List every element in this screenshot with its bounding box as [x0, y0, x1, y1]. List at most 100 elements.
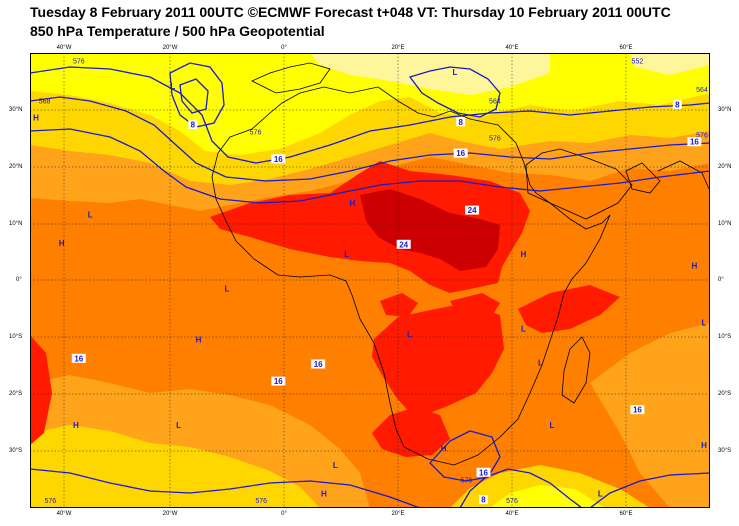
high-pressure-marker: H: [59, 239, 65, 248]
weather-map[interactable]: 576 568 576 552 564 576 564 576 576 576 576 576 8 16 8…: [30, 53, 710, 508]
low-pressure-marker: L: [170, 82, 175, 91]
temperature-label-box: [476, 467, 491, 477]
lat-tick-left: 30°N: [9, 107, 23, 113]
temp-band-20-24-central: [380, 293, 418, 317]
temperature-label: 8: [458, 118, 463, 127]
lat-tick-left: 30°S: [9, 448, 23, 454]
coastline: [211, 62, 710, 466]
high-pressure-marker: H: [196, 336, 202, 345]
lat-tick-right: 0°: [718, 277, 724, 283]
low-pressure-marker: L: [702, 319, 707, 328]
temperature-label: 8: [481, 496, 486, 505]
temperature-label: 16: [74, 354, 83, 363]
lat-tick-right: 30°S: [718, 448, 732, 454]
temp-band-20-24-madagascar: [450, 293, 500, 321]
map-panel[interactable]: 576 568 576 552 564 576 564 576 576 576 576 576 8 16 8…: [30, 53, 710, 508]
lon-tick-top: 40°E: [505, 45, 519, 51]
lon-tick-top: 20°W: [162, 45, 178, 51]
temp-band-4-8-south-east: [490, 485, 605, 508]
high-pressure-marker: H: [73, 421, 79, 430]
geopotential-label: 576: [250, 130, 262, 137]
lat-tick-right: 10°S: [718, 334, 732, 340]
lat-tick-right: 20°S: [718, 391, 732, 397]
temperature-label-box: [672, 100, 682, 110]
lat-tick-left: 10°N: [9, 221, 23, 227]
geopotential-label: 568: [39, 98, 51, 105]
low-pressure-marker: L: [88, 210, 93, 219]
lon-tick-bottom: 40°W: [56, 511, 72, 517]
temperature-label: 24: [399, 240, 408, 249]
low-pressure-marker: L: [344, 250, 349, 259]
geopotential-label: 576: [489, 135, 501, 142]
gridlines: [30, 53, 710, 508]
temp-band-8-12-south: [30, 425, 320, 508]
lon-tick-top: 0°: [281, 45, 287, 51]
temperature-label: 16: [479, 468, 488, 477]
lat-tick-left: 20°N: [9, 164, 23, 170]
geopotential-label: 576: [506, 498, 518, 505]
low-pressure-marker: L: [225, 284, 230, 293]
high-pressure-marker: H: [692, 262, 698, 271]
temperature-label: 16: [274, 155, 283, 164]
map-subtitle: 850 hPa Temperature / 500 hPa Geopotenti…: [30, 23, 325, 39]
lat-tick-right: 20°N: [718, 164, 732, 170]
temperature-label: 16: [274, 377, 283, 386]
geopotential-label: 564: [489, 98, 501, 105]
low-pressure-marker: L: [407, 330, 412, 339]
temperature-label-box: [465, 205, 480, 215]
temperature-label-box: [188, 120, 198, 130]
lon-tick-bottom: 40°E: [505, 511, 519, 517]
high-pressure-marker: H: [521, 250, 527, 259]
lon-tick-bottom: 60°E: [619, 511, 633, 517]
lon-tick-bottom: 20°W: [162, 511, 178, 517]
temperature-label-box: [396, 239, 411, 249]
lon-tick-top: 20°E: [391, 45, 405, 51]
temperature-label-box: [630, 405, 645, 415]
map-frame: [30, 53, 710, 508]
low-pressure-marker: L: [521, 324, 526, 333]
lat-tick-left: 0°: [16, 277, 22, 283]
temperature-label: 8: [675, 101, 680, 110]
temp-band-lt4-north-east: [630, 53, 710, 75]
lat-tick-right: 10°N: [718, 221, 732, 227]
temp-band-20-24-west-atlantic: [30, 335, 52, 445]
high-pressure-marker: H: [701, 441, 707, 450]
temp-band-12-16-east: [590, 323, 710, 508]
lat-tick-left: 20°S: [9, 391, 23, 397]
temperature-label-box: [311, 359, 326, 369]
temperature-label: 16: [690, 138, 699, 147]
temperature-label-box: [271, 154, 286, 164]
geopotential-label: 552: [632, 58, 644, 65]
map-title: Tuesday 8 February 2011 00UTC ©ECMWF For…: [30, 4, 671, 20]
temperature-label-box: [687, 137, 702, 147]
low-pressure-marker: L: [598, 490, 603, 499]
temp-band-20-24-east-africa: [518, 285, 620, 333]
high-pressure-marker: H: [321, 490, 327, 499]
temperature-label: 8: [191, 121, 196, 130]
temp-band-4-8-north: [30, 53, 710, 155]
lon-tick-top: 40°W: [56, 45, 72, 51]
low-pressure-marker: L: [453, 68, 458, 77]
geopotential-label: 576: [44, 498, 56, 505]
temperature-label-box: [71, 353, 86, 363]
low-pressure-marker: L: [538, 359, 543, 368]
low-pressure-marker: L: [333, 461, 338, 470]
low-pressure-marker: L: [176, 421, 181, 430]
temperature-label-box: [453, 148, 468, 158]
geopotential-label: 576: [255, 498, 267, 505]
temperature-label: 16: [456, 149, 465, 158]
low-pressure-marker: L: [549, 421, 554, 430]
high-pressure-marker: H: [33, 113, 39, 122]
geopotential-contours: [30, 62, 710, 508]
temperature-label: 24: [468, 206, 477, 215]
temperature-label: 16: [633, 406, 642, 415]
temp-band-lt4-north: [310, 53, 550, 95]
temperature-label: 16: [314, 360, 323, 369]
lat-tick-left: 10°S: [9, 334, 23, 340]
map-labels-layer: 576 568 576 552 564 576 564 576 576 576 576 576 8 16 8…: [33, 58, 708, 505]
temp-band-20-24-kalahari: [372, 407, 450, 457]
lat-tick-right: 30°N: [718, 107, 732, 113]
high-pressure-marker: H: [441, 444, 447, 453]
lon-tick-top: 60°E: [619, 45, 633, 51]
temp-band-gt24-sahel: [360, 189, 500, 271]
